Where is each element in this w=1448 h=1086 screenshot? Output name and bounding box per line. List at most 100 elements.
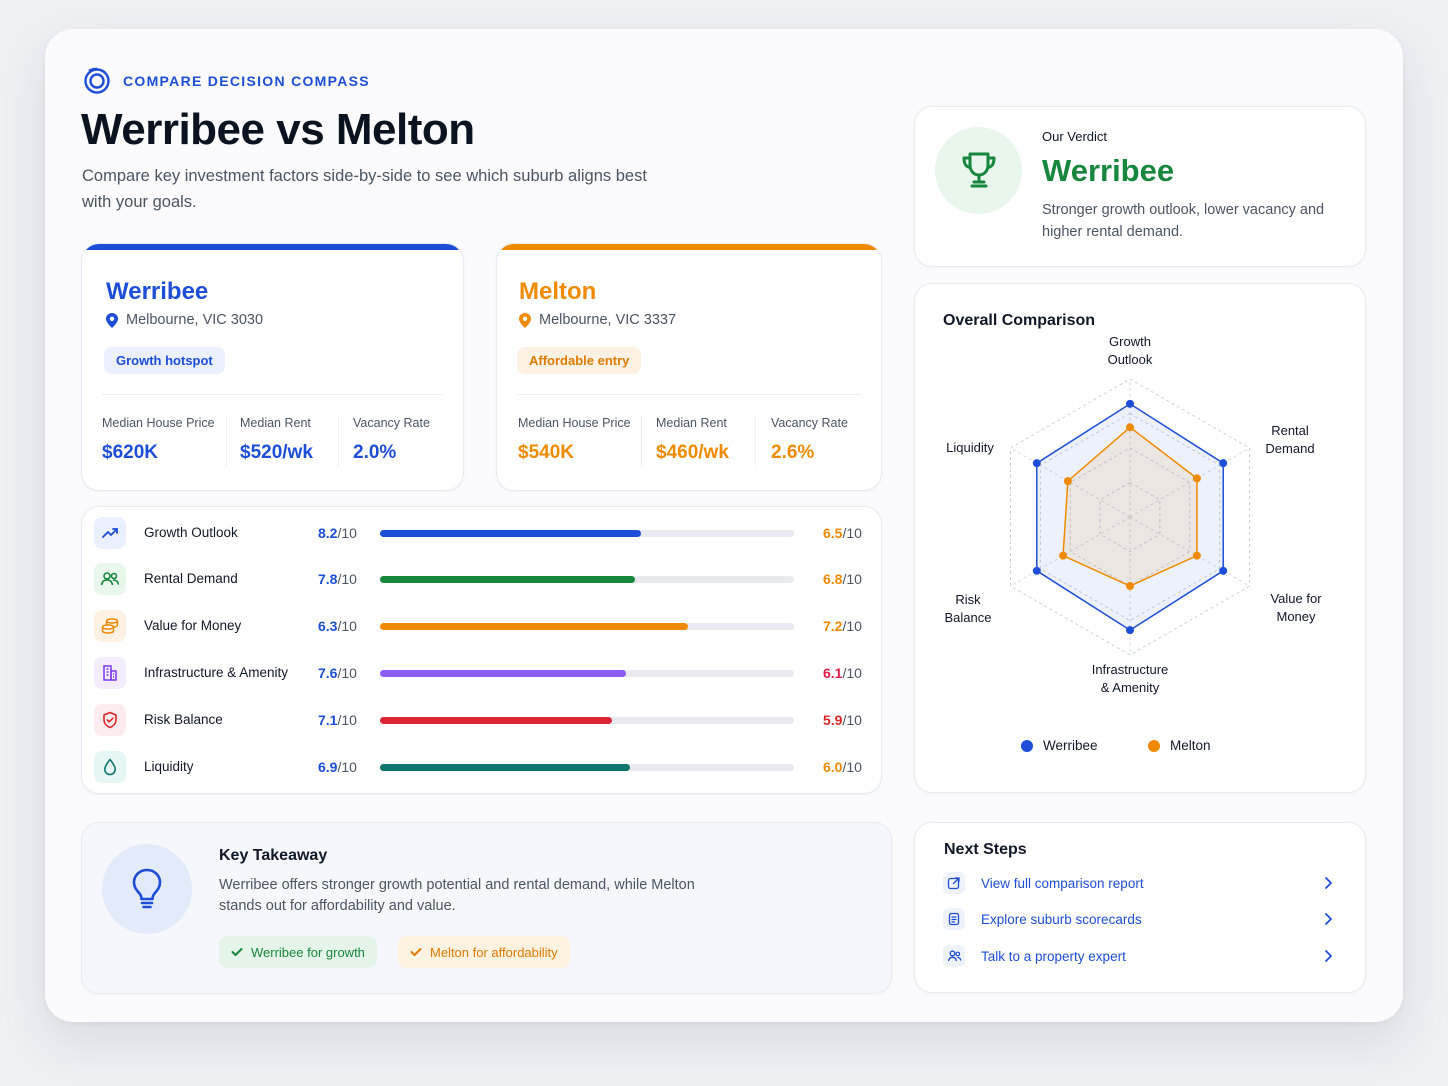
score-werribee: 6.3/10 <box>318 618 357 634</box>
score-suffix: /10 <box>842 525 862 541</box>
score-melton: 7.2/10 <box>823 618 862 634</box>
score-value: 6.3 <box>318 618 338 634</box>
score-werribee: 8.2/10 <box>318 525 357 541</box>
takeaway-title: Key Takeaway <box>219 847 328 864</box>
score-bar-track <box>380 530 794 537</box>
suburb-card-werribee[interactable]: Werribee Melbourne, VIC 3030 Growth hots… <box>81 243 464 491</box>
stat-separator <box>338 416 339 466</box>
score-suffix: /10 <box>842 712 862 728</box>
score-value: 6.1 <box>823 665 843 681</box>
factor-row-liquidity: Liquidity 6.9/10 6.0/10 <box>94 749 870 785</box>
score-suffix: /10 <box>337 712 357 728</box>
radar-spoke <box>1010 516 1131 587</box>
compass-icon <box>84 67 110 94</box>
score-bar-fill <box>380 670 627 677</box>
factor-row-rental-demand: Rental Demand 7.8/10 6.8/10 <box>94 561 870 597</box>
stat-value: $620K <box>102 442 158 463</box>
score-suffix: /10 <box>842 665 862 681</box>
score-bar-track <box>380 717 794 724</box>
suburb-tag: Affordable entry <box>517 347 642 374</box>
radar-point-melton <box>1192 551 1201 560</box>
dashboard-canvas: COMPARE DECISION COMPASS Werribee vs Mel… <box>45 29 1403 1022</box>
stat-separator <box>641 416 642 466</box>
step-talk-to-expert[interactable]: Talk to a property expert <box>943 944 1333 968</box>
factor-comparison-card: Growth Outlook 8.2/10 6.5/10 Rental Dema… <box>81 506 882 794</box>
radar-point-melton <box>1126 423 1134 432</box>
step-label[interactable]: Explore suburb scorecards <box>981 911 1142 927</box>
score-bar-fill <box>380 623 689 630</box>
step-label[interactable]: View full comparison report <box>981 875 1144 891</box>
chevron-right-icon[interactable] <box>1323 912 1333 926</box>
stat-median-rent: Median Rent $460/wk <box>656 416 729 464</box>
step-label[interactable]: Talk to a property expert <box>981 948 1126 964</box>
score-value: 8.2 <box>318 525 338 541</box>
step-explore-scorecards[interactable]: Explore suburb scorecards <box>943 907 1333 931</box>
chevron-right-icon[interactable] <box>1323 949 1333 963</box>
stat-value: $540K <box>518 442 574 463</box>
radar-axis-label: Risk <box>955 592 981 607</box>
factor-row-risk-balance: Risk Balance 7.1/10 5.9/10 <box>94 702 870 738</box>
pill-label: Melton for affordability <box>430 944 558 960</box>
stat-label: Median House Price <box>518 416 631 430</box>
stat-value: 2.6% <box>771 442 815 463</box>
factor-label: Risk Balance <box>144 712 223 727</box>
stat-median-house-price: Median House Price $620K <box>102 416 215 464</box>
radar-point-werribee <box>1032 459 1041 468</box>
score-suffix: /10 <box>842 571 862 587</box>
score-bar-track <box>380 623 794 630</box>
stat-value: $520/wk <box>240 442 313 463</box>
score-bar-track <box>380 670 794 677</box>
score-value: 7.1 <box>318 712 338 728</box>
radar-axis-label: Infrastructure <box>1092 662 1169 677</box>
radar-axis-label: Balance <box>945 610 992 625</box>
score-value: 7.6 <box>318 665 338 681</box>
score-bar-fill <box>380 717 612 724</box>
verdict-card: Our Verdict Werribee Stronger growth out… <box>914 106 1366 267</box>
score-werribee: 7.6/10 <box>318 665 357 681</box>
radar-spoke <box>1129 447 1250 518</box>
location-text: Melbourne, VIC 3030 <box>126 312 264 328</box>
stat-separator <box>755 416 756 466</box>
score-suffix: /10 <box>337 571 357 587</box>
chevron-right-icon[interactable] <box>1323 876 1333 890</box>
suburb-card-melton[interactable]: Melton Melbourne, VIC 3337 Affordable en… <box>496 243 882 491</box>
score-value: 6.5 <box>823 525 843 541</box>
legend-werribee: Werribee <box>1021 738 1098 753</box>
score-bar-track <box>380 576 794 583</box>
coins-icon <box>94 610 126 642</box>
takeaway-text: Werribee offers stronger growth potentia… <box>219 877 695 914</box>
location-pin-icon <box>519 312 531 328</box>
score-bar-track <box>380 764 794 771</box>
legend-dot <box>1148 739 1160 752</box>
score-value: 7.2 <box>823 618 843 634</box>
radar-axis-label: Money <box>1276 609 1316 624</box>
factor-label: Value for Money <box>144 618 242 633</box>
step-view-full-report[interactable]: View full comparison report <box>943 871 1333 895</box>
score-value: 5.9 <box>823 712 843 728</box>
score-bar-fill <box>380 764 631 771</box>
radar-point-melton <box>1192 474 1201 483</box>
brand-label: COMPARE DECISION COMPASS <box>123 73 370 89</box>
suburb-name: Werribee <box>106 278 209 305</box>
suburb-name: Melton <box>519 278 597 305</box>
stat-label: Vacancy Rate <box>771 416 848 430</box>
pill-melton-affordability: Melton for affordability <box>398 936 570 968</box>
factor-label: Growth Outlook <box>144 525 238 540</box>
brand: COMPARE DECISION COMPASS <box>83 67 370 95</box>
radar-spoke <box>1129 516 1250 587</box>
radar-point-werribee <box>1219 459 1228 468</box>
radar-axis-label: Rental <box>1271 423 1309 438</box>
suburb-tag: Growth hotspot <box>104 347 225 374</box>
verdict-winner: Werribee <box>1042 153 1175 188</box>
droplet-icon <box>94 751 126 783</box>
stat-label: Vacancy Rate <box>353 416 430 430</box>
score-werribee: 6.9/10 <box>318 759 357 775</box>
stat-separator <box>226 416 227 466</box>
score-value: 7.8 <box>318 571 338 587</box>
radar-point-werribee <box>1126 399 1134 408</box>
score-suffix: /10 <box>337 759 357 775</box>
score-value: 6.9 <box>318 759 338 775</box>
suburb-location: Melbourne, VIC 3337 <box>519 312 676 328</box>
page-title: Werribee vs Melton <box>81 105 475 154</box>
factor-row-value-for-money: Value for Money 6.3/10 7.2/10 <box>94 608 870 644</box>
